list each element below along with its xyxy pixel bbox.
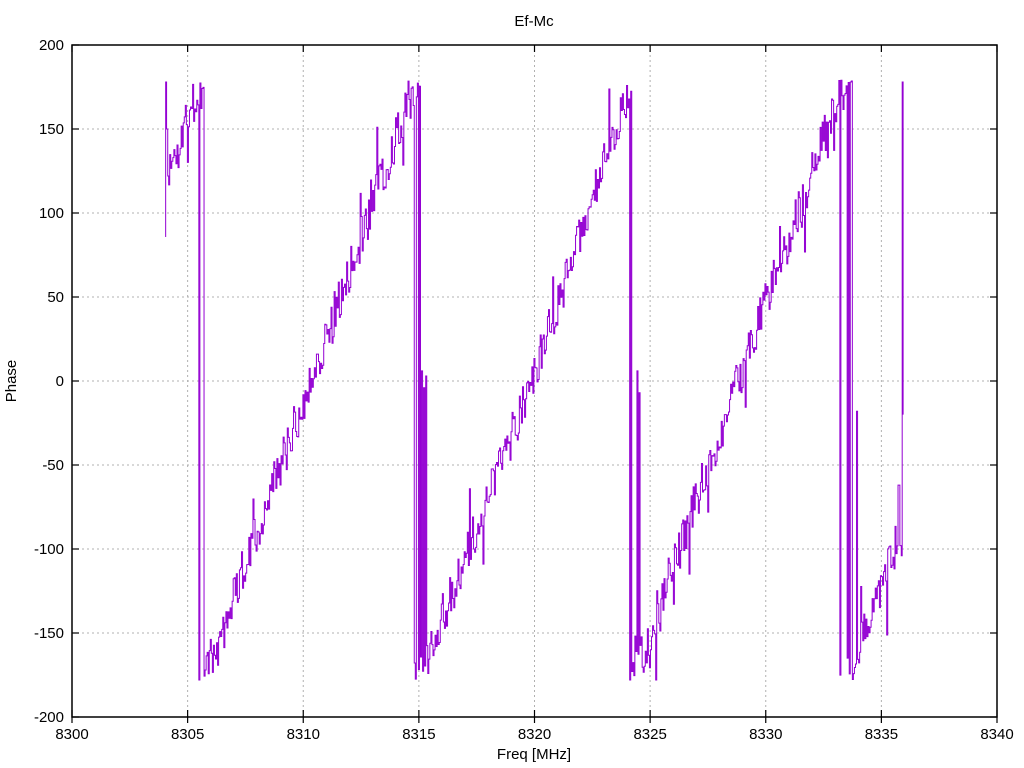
grid-lines: [72, 45, 997, 717]
x-tick-label: 8330: [749, 726, 782, 743]
phase-trace: [165, 79, 904, 681]
y-tick-label: 50: [47, 289, 64, 306]
y-tick-label: -100: [34, 541, 64, 558]
x-axis-title: Freq [MHz]: [497, 746, 571, 763]
x-tick-label: 8310: [287, 726, 320, 743]
y-tick-label: 100: [39, 205, 64, 222]
y-tick-label: -50: [42, 457, 64, 474]
y-tick-label: 0: [56, 373, 64, 390]
y-tick-label: 150: [39, 121, 64, 138]
y-tick-label: -150: [34, 625, 64, 642]
x-tick-label: 8300: [55, 726, 88, 743]
x-tick-label: 8305: [171, 726, 204, 743]
y-tick-label: 200: [39, 37, 64, 54]
y-axis-title: Phase: [3, 360, 20, 403]
chart-title: Ef-Mc: [514, 13, 554, 30]
x-tick-label: 8315: [402, 726, 435, 743]
y-tick-label: -200: [34, 709, 64, 726]
x-tick-label: 8340: [980, 726, 1013, 743]
x-tick-label: 8335: [865, 726, 898, 743]
x-tick-label: 8325: [633, 726, 666, 743]
tick-labels: 8300 8305 8310 8315 8320 8325 8330 8335 8340 -200…: [34, 37, 1014, 743]
plot-border: [71, 44, 998, 718]
phase-trace-layer: [165, 79, 904, 681]
x-tick-label: 8320: [518, 726, 551, 743]
